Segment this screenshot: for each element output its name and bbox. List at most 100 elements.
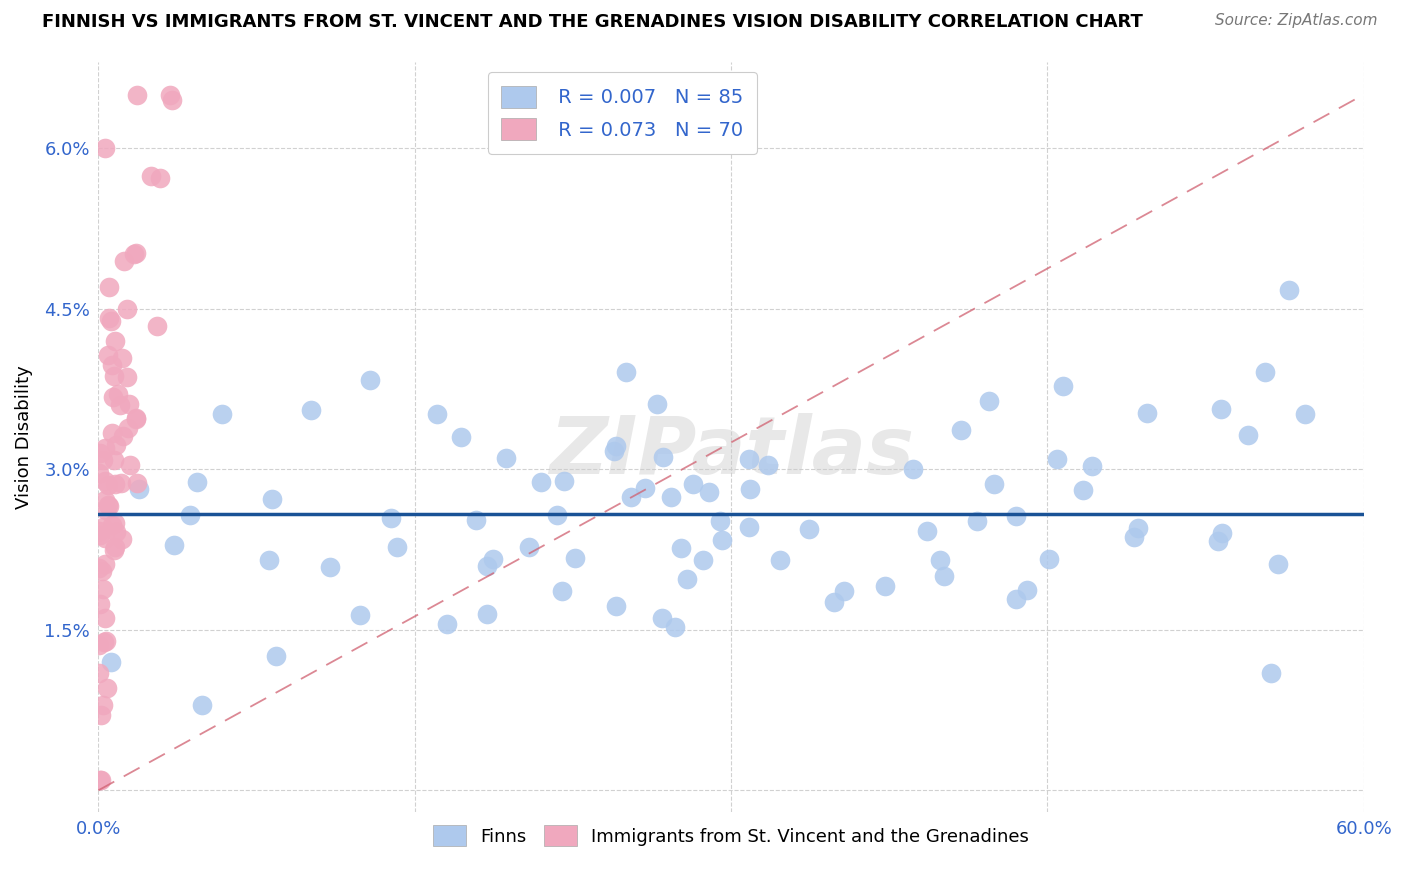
Point bbox=[928, 553, 950, 567]
Point bbox=[162, 93, 183, 107]
Point bbox=[120, 458, 142, 472]
Point bbox=[211, 407, 233, 421]
Point bbox=[1260, 665, 1282, 680]
Point bbox=[966, 514, 988, 528]
Point bbox=[89, 524, 111, 539]
Point bbox=[517, 540, 540, 554]
Point bbox=[436, 616, 458, 631]
Point bbox=[737, 520, 759, 534]
Point bbox=[103, 368, 125, 383]
Point bbox=[94, 503, 117, 517]
Point bbox=[94, 474, 117, 488]
Point bbox=[104, 334, 127, 348]
Point bbox=[97, 498, 120, 512]
Text: ZIPatlas: ZIPatlas bbox=[548, 413, 914, 491]
Point bbox=[614, 365, 637, 379]
Point bbox=[104, 438, 127, 452]
Point bbox=[482, 552, 505, 566]
Point bbox=[91, 582, 114, 596]
Point bbox=[259, 553, 281, 567]
Point bbox=[645, 397, 668, 411]
Point bbox=[675, 572, 697, 586]
Point bbox=[100, 314, 122, 328]
Point bbox=[93, 634, 115, 648]
Point bbox=[98, 280, 121, 294]
Point bbox=[605, 439, 627, 453]
Point bbox=[1136, 406, 1159, 420]
Point bbox=[112, 254, 135, 268]
Point bbox=[101, 358, 124, 372]
Point bbox=[97, 500, 120, 514]
Point bbox=[740, 482, 762, 496]
Point bbox=[93, 531, 115, 545]
Point bbox=[97, 477, 120, 491]
Point bbox=[145, 318, 167, 333]
Point bbox=[93, 610, 115, 624]
Point bbox=[100, 655, 122, 669]
Point bbox=[832, 583, 855, 598]
Point bbox=[1278, 283, 1301, 297]
Point bbox=[115, 370, 138, 384]
Point bbox=[93, 141, 117, 155]
Point bbox=[475, 607, 498, 622]
Point bbox=[1046, 452, 1069, 467]
Point bbox=[934, 569, 956, 583]
Point bbox=[89, 561, 111, 575]
Point bbox=[104, 524, 127, 539]
Point bbox=[1081, 458, 1104, 473]
Y-axis label: Vision Disability: Vision Disability bbox=[15, 365, 34, 509]
Point bbox=[603, 443, 626, 458]
Point bbox=[139, 169, 162, 183]
Point bbox=[901, 462, 924, 476]
Point bbox=[769, 553, 792, 567]
Point bbox=[260, 491, 283, 506]
Point bbox=[122, 246, 145, 260]
Point bbox=[128, 482, 150, 496]
Point bbox=[96, 681, 118, 695]
Point bbox=[659, 490, 682, 504]
Point bbox=[1237, 427, 1260, 442]
Point bbox=[104, 516, 127, 531]
Point bbox=[89, 446, 111, 460]
Point bbox=[553, 474, 575, 488]
Text: Source: ZipAtlas.com: Source: ZipAtlas.com bbox=[1215, 13, 1378, 29]
Point bbox=[465, 513, 488, 527]
Point bbox=[186, 475, 208, 490]
Point bbox=[917, 524, 939, 539]
Point bbox=[318, 560, 340, 574]
Point bbox=[1052, 378, 1074, 392]
Point bbox=[1038, 552, 1060, 566]
Point bbox=[651, 611, 673, 625]
Point bbox=[1005, 592, 1028, 607]
Point bbox=[101, 390, 124, 404]
Point bbox=[125, 411, 148, 425]
Point bbox=[823, 595, 845, 609]
Point bbox=[1267, 557, 1289, 571]
Point bbox=[90, 708, 112, 723]
Point bbox=[949, 423, 972, 437]
Point bbox=[551, 583, 574, 598]
Point bbox=[977, 394, 1000, 409]
Point bbox=[710, 533, 733, 547]
Legend: Finns, Immigrants from St. Vincent and the Grenadines: Finns, Immigrants from St. Vincent and t… bbox=[425, 816, 1038, 855]
Point bbox=[756, 458, 779, 472]
Point bbox=[1015, 583, 1038, 598]
Point bbox=[149, 170, 172, 185]
Point bbox=[96, 633, 118, 648]
Point bbox=[546, 508, 568, 522]
Point bbox=[125, 245, 148, 260]
Point bbox=[450, 430, 472, 444]
Point bbox=[94, 442, 117, 456]
Point bbox=[1209, 401, 1232, 416]
Point bbox=[89, 598, 111, 612]
Point bbox=[89, 665, 111, 680]
Point bbox=[89, 527, 111, 541]
Point bbox=[107, 387, 129, 401]
Point bbox=[90, 564, 112, 578]
Point bbox=[125, 475, 148, 490]
Point bbox=[93, 453, 115, 467]
Point bbox=[124, 412, 146, 426]
Point bbox=[682, 477, 704, 491]
Point bbox=[110, 476, 132, 491]
Point bbox=[91, 698, 114, 713]
